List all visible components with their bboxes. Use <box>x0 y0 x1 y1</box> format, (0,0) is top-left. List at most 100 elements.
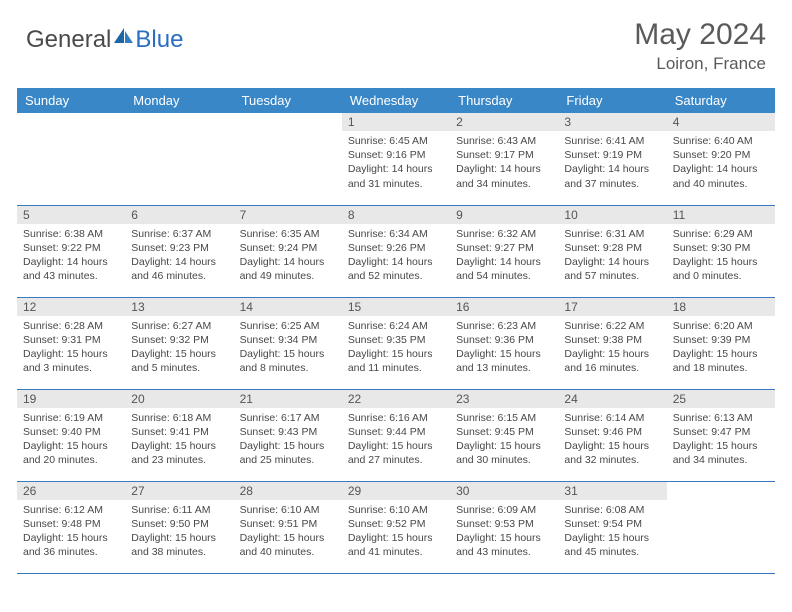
calendar-day-cell: 11Sunrise: 6:29 AMSunset: 9:30 PMDayligh… <box>667 205 775 297</box>
location-label: Loiron, France <box>634 54 766 74</box>
day-sr: Sunrise: 6:23 AM <box>456 319 552 333</box>
day-d1: Daylight: 15 hours <box>131 531 227 545</box>
day-sr: Sunrise: 6:18 AM <box>131 411 227 425</box>
day-number: 7 <box>234 206 342 224</box>
day-sr: Sunrise: 6:22 AM <box>564 319 660 333</box>
calendar-day-cell: 31Sunrise: 6:08 AMSunset: 9:54 PMDayligh… <box>558 481 666 573</box>
day-d2: and 43 minutes. <box>456 545 552 559</box>
calendar-day-cell: 9Sunrise: 6:32 AMSunset: 9:27 PMDaylight… <box>450 205 558 297</box>
calendar-day-cell <box>125 113 233 205</box>
calendar-day-cell: 17Sunrise: 6:22 AMSunset: 9:38 PMDayligh… <box>558 297 666 389</box>
day-ss: Sunset: 9:32 PM <box>131 333 227 347</box>
day-sr: Sunrise: 6:29 AM <box>673 227 769 241</box>
weekday-header: Sunday <box>17 88 125 113</box>
sail-icon <box>113 24 135 52</box>
day-sr: Sunrise: 6:31 AM <box>564 227 660 241</box>
day-d2: and 52 minutes. <box>348 269 444 283</box>
calendar-week-row: 12Sunrise: 6:28 AMSunset: 9:31 PMDayligh… <box>17 297 775 389</box>
month-title: May 2024 <box>634 18 766 52</box>
day-number: 19 <box>17 390 125 408</box>
day-d1: Daylight: 15 hours <box>23 347 119 361</box>
day-d1: Daylight: 14 hours <box>348 255 444 269</box>
day-details: Sunrise: 6:23 AMSunset: 9:36 PMDaylight:… <box>450 316 558 381</box>
calendar-day-cell: 14Sunrise: 6:25 AMSunset: 9:34 PMDayligh… <box>234 297 342 389</box>
day-details: Sunrise: 6:12 AMSunset: 9:48 PMDaylight:… <box>17 500 125 565</box>
calendar-day-cell: 4Sunrise: 6:40 AMSunset: 9:20 PMDaylight… <box>667 113 775 205</box>
day-d1: Daylight: 14 hours <box>456 162 552 176</box>
day-details: Sunrise: 6:17 AMSunset: 9:43 PMDaylight:… <box>234 408 342 473</box>
day-d2: and 16 minutes. <box>564 361 660 375</box>
day-d1: Daylight: 14 hours <box>564 255 660 269</box>
brand-logo: General Blue <box>26 18 183 56</box>
day-d1: Daylight: 15 hours <box>564 347 660 361</box>
day-d1: Daylight: 15 hours <box>23 439 119 453</box>
day-sr: Sunrise: 6:20 AM <box>673 319 769 333</box>
day-ss: Sunset: 9:16 PM <box>348 148 444 162</box>
day-d2: and 46 minutes. <box>131 269 227 283</box>
day-d2: and 36 minutes. <box>23 545 119 559</box>
day-sr: Sunrise: 6:10 AM <box>240 503 336 517</box>
day-d2: and 20 minutes. <box>23 453 119 467</box>
day-d2: and 40 minutes. <box>240 545 336 559</box>
day-d2: and 41 minutes. <box>348 545 444 559</box>
day-details: Sunrise: 6:43 AMSunset: 9:17 PMDaylight:… <box>450 131 558 196</box>
day-ss: Sunset: 9:26 PM <box>348 241 444 255</box>
day-ss: Sunset: 9:17 PM <box>456 148 552 162</box>
day-ss: Sunset: 9:46 PM <box>564 425 660 439</box>
calendar-day-cell: 10Sunrise: 6:31 AMSunset: 9:28 PMDayligh… <box>558 205 666 297</box>
calendar-body: 1 Sunrise: 6:45 AMSunset: 9:16 PM Daylight… <box>17 113 775 573</box>
calendar-day-cell: 19Sunrise: 6:19 AMSunset: 9:40 PMDayligh… <box>17 389 125 481</box>
day-d1: Daylight: 15 hours <box>456 439 552 453</box>
day-number: 6 <box>125 206 233 224</box>
day-details: Sunrise: 6:22 AMSunset: 9:38 PMDaylight:… <box>558 316 666 381</box>
day-d1: Daylight: 15 hours <box>348 531 444 545</box>
day-ss: Sunset: 9:40 PM <box>23 425 119 439</box>
day-details: Sunrise: 6:32 AMSunset: 9:27 PMDaylight:… <box>450 224 558 289</box>
day-details: Sunrise: 6:08 AMSunset: 9:54 PMDaylight:… <box>558 500 666 565</box>
weekday-header: Friday <box>558 88 666 113</box>
day-d2: and 27 minutes. <box>348 453 444 467</box>
calendar-day-cell: 20Sunrise: 6:18 AMSunset: 9:41 PMDayligh… <box>125 389 233 481</box>
day-d1: Daylight: 14 hours <box>564 162 660 176</box>
day-details: Sunrise: 6:25 AMSunset: 9:34 PMDaylight:… <box>234 316 342 381</box>
day-d1: Daylight: 15 hours <box>131 347 227 361</box>
day-sr: Sunrise: 6:37 AM <box>131 227 227 241</box>
day-d2: and 11 minutes. <box>348 361 444 375</box>
calendar-week-row: 1 Sunrise: 6:45 AMSunset: 9:16 PM Daylight… <box>17 113 775 205</box>
day-d1: Daylight: 15 hours <box>23 531 119 545</box>
day-sr: Sunrise: 6:45 AM <box>348 134 444 148</box>
day-d2: and 3 minutes. <box>23 361 119 375</box>
day-number: 1 <box>342 113 450 131</box>
day-d1: Daylight: 15 hours <box>348 439 444 453</box>
day-d2: and 49 minutes. <box>240 269 336 283</box>
day-number: 28 <box>234 482 342 500</box>
calendar-week-row: 26Sunrise: 6:12 AMSunset: 9:48 PMDayligh… <box>17 481 775 573</box>
day-details: Sunrise: 6:19 AMSunset: 9:40 PMDaylight:… <box>17 408 125 473</box>
day-details: Sunrise: 6:15 AMSunset: 9:45 PMDaylight:… <box>450 408 558 473</box>
page-header: General Blue May 2024 Loiron, France <box>0 0 792 82</box>
day-d2: and 13 minutes. <box>456 361 552 375</box>
day-details: Sunrise: 6:40 AMSunset: 9:20 PMDaylight:… <box>667 131 775 196</box>
calendar-day-cell: 7Sunrise: 6:35 AMSunset: 9:24 PMDaylight… <box>234 205 342 297</box>
day-ss: Sunset: 9:44 PM <box>348 425 444 439</box>
day-ss: Sunset: 9:48 PM <box>23 517 119 531</box>
day-sr: Sunrise: 6:14 AM <box>564 411 660 425</box>
day-details: Sunrise: 6:18 AMSunset: 9:41 PMDaylight:… <box>125 408 233 473</box>
day-ss: Sunset: 9:43 PM <box>240 425 336 439</box>
day-d2: and 40 minutes. <box>673 177 769 191</box>
day-d2: and 34 minutes. <box>673 453 769 467</box>
day-number: 24 <box>558 390 666 408</box>
day-details: Sunrise: 6:29 AMSunset: 9:30 PMDaylight:… <box>667 224 775 289</box>
day-d1: Daylight: 15 hours <box>673 439 769 453</box>
day-ss: Sunset: 9:19 PM <box>564 148 660 162</box>
calendar-day-cell <box>234 113 342 205</box>
calendar-day-cell: 6Sunrise: 6:37 AMSunset: 9:23 PMDaylight… <box>125 205 233 297</box>
day-d2: and 45 minutes. <box>564 545 660 559</box>
day-number: 22 <box>342 390 450 408</box>
day-number: 13 <box>125 298 233 316</box>
day-ss: Sunset: 9:54 PM <box>564 517 660 531</box>
calendar-day-cell: 21Sunrise: 6:17 AMSunset: 9:43 PMDayligh… <box>234 389 342 481</box>
day-d1: Daylight: 15 hours <box>673 347 769 361</box>
day-sr: Sunrise: 6:25 AM <box>240 319 336 333</box>
day-number: 30 <box>450 482 558 500</box>
